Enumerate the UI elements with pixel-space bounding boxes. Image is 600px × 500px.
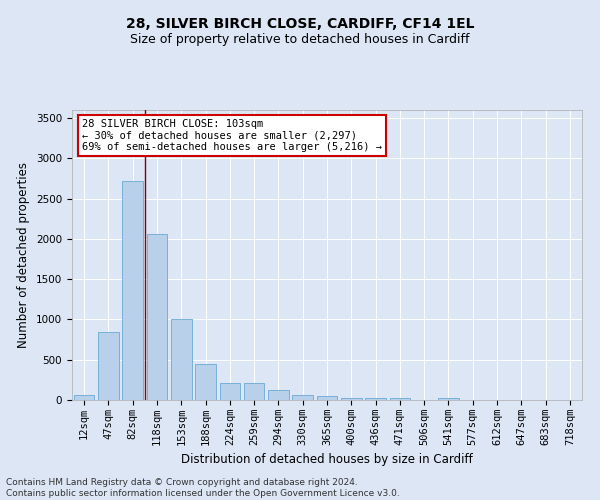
Bar xyxy=(220,382,240,400)
Bar xyxy=(292,395,313,400)
Bar xyxy=(195,364,216,400)
Bar xyxy=(74,395,94,400)
Text: 28, SILVER BIRCH CLOSE, CARDIFF, CF14 1EL: 28, SILVER BIRCH CLOSE, CARDIFF, CF14 1E… xyxy=(126,18,474,32)
Bar xyxy=(146,234,167,400)
Bar xyxy=(389,398,410,400)
Bar xyxy=(122,181,143,400)
Bar xyxy=(341,398,362,400)
Bar xyxy=(268,390,289,400)
Bar xyxy=(365,398,386,400)
Bar xyxy=(98,332,119,400)
Bar xyxy=(171,320,191,400)
Bar xyxy=(317,396,337,400)
Bar xyxy=(244,382,265,400)
Text: 28 SILVER BIRCH CLOSE: 103sqm
← 30% of detached houses are smaller (2,297)
69% o: 28 SILVER BIRCH CLOSE: 103sqm ← 30% of d… xyxy=(82,118,382,152)
Bar xyxy=(438,398,459,400)
Text: Contains HM Land Registry data © Crown copyright and database right 2024.
Contai: Contains HM Land Registry data © Crown c… xyxy=(6,478,400,498)
X-axis label: Distribution of detached houses by size in Cardiff: Distribution of detached houses by size … xyxy=(181,454,473,466)
Text: Size of property relative to detached houses in Cardiff: Size of property relative to detached ho… xyxy=(130,32,470,46)
Y-axis label: Number of detached properties: Number of detached properties xyxy=(17,162,31,348)
